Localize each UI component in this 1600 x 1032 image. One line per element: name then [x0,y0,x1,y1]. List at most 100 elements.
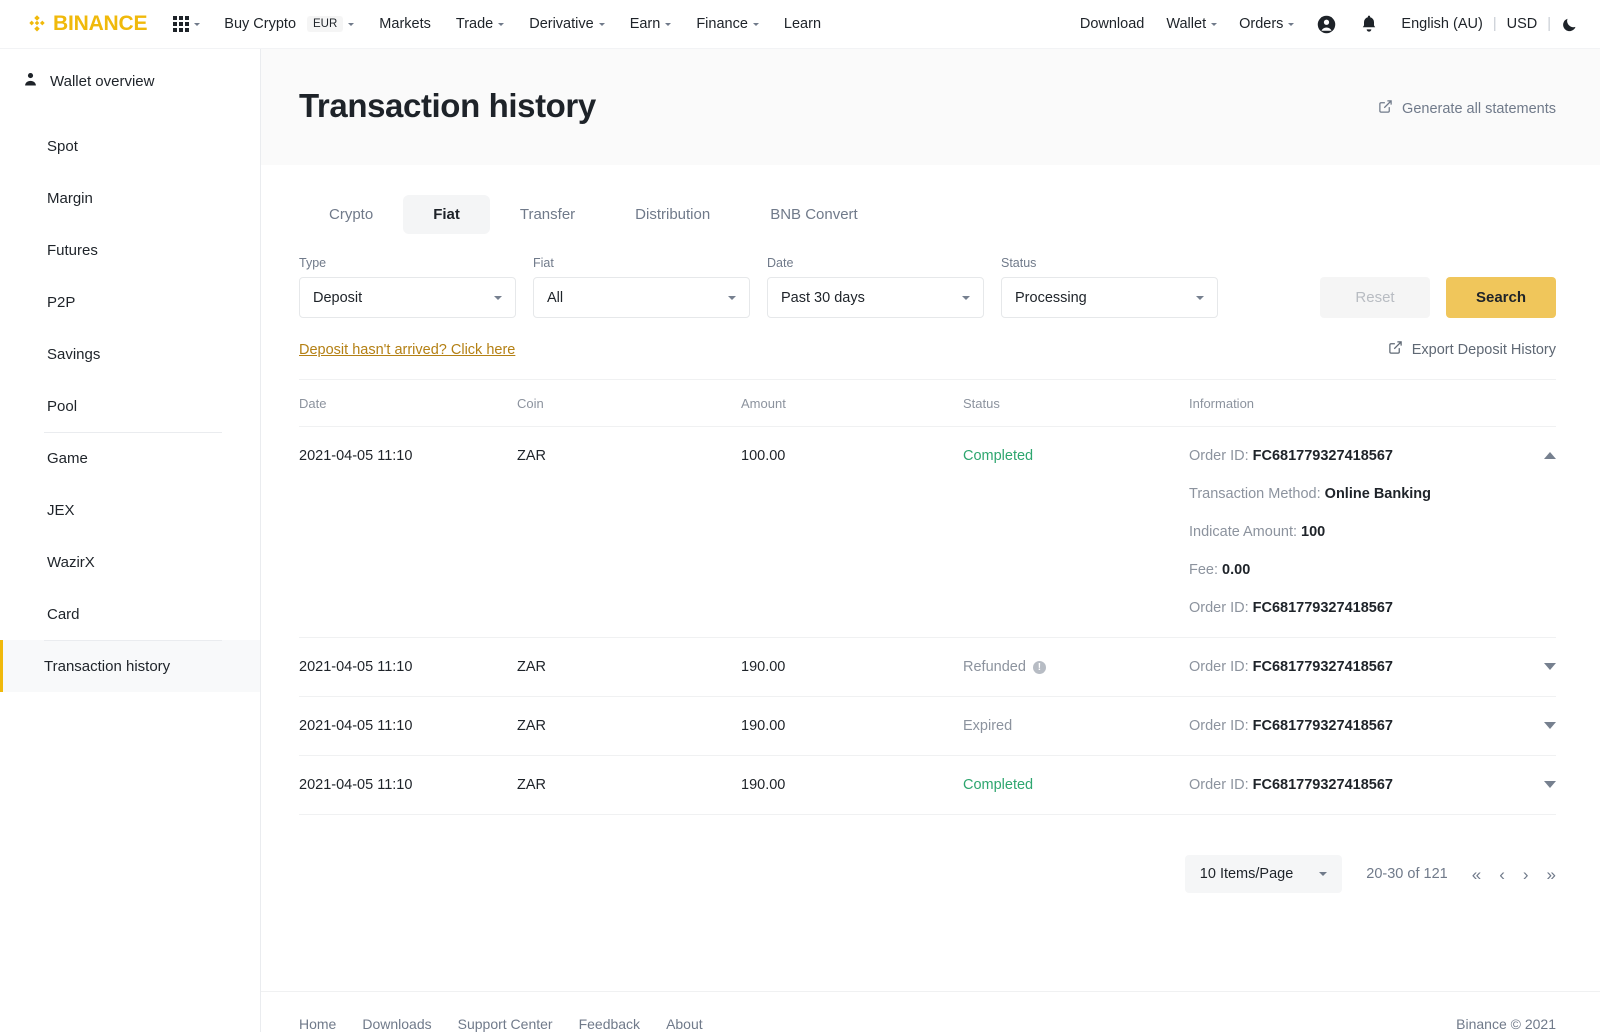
page-arrows: « ‹ › » [1472,866,1556,883]
nav-label: Earn [629,16,661,32]
cell-toggle[interactable] [1522,659,1556,670]
date-select[interactable]: Past 30 days [767,277,984,318]
cell-information: Order ID: FC681779327418567 Transaction … [1189,448,1522,616]
filter-label: Type [299,256,327,270]
footer-link-downloads[interactable]: Downloads [362,1016,432,1032]
column-header-amount: Amount [741,396,786,411]
export-deposit-history-button[interactable]: Export Deposit History [1388,340,1556,359]
chevron-up-icon[interactable] [1544,452,1556,459]
sidebar-item-label: Game [47,449,88,467]
sidebar-item-pool[interactable]: Pool [0,380,260,432]
notification-bell-icon[interactable] [1359,14,1379,34]
nav-item-learn[interactable]: Learn [784,16,821,32]
tab-transfer[interactable]: Transfer [490,195,605,234]
page-size-select[interactable]: 10 Items/Page [1184,855,1343,893]
table-row[interactable]: 2021-04-05 11:10 ZAR 190.00 Expired Orde… [299,697,1556,756]
footer-link-feedback[interactable]: Feedback [578,1016,641,1032]
cell-information: Order ID: FC681779327418567 [1189,777,1522,793]
nav-item-download[interactable]: Download [1080,16,1145,32]
cell-status: Completed [963,448,1189,464]
nav-item-derivative[interactable]: Derivative [529,16,605,32]
sidebar-item-futures[interactable]: Futures [0,224,260,276]
chevron-down-icon[interactable] [1544,781,1556,788]
nav-item-orders[interactable]: Orders [1239,16,1295,32]
table-header-row: Date Coin Amount Status Information [299,379,1556,427]
sidebar-item-savings[interactable]: Savings [0,328,260,380]
prev-page-button[interactable]: ‹ [1499,864,1505,884]
sidebar-item-wazirx[interactable]: WazirX [0,536,260,588]
language-label[interactable]: English (AU) [1401,16,1483,32]
footer-link-support-center[interactable]: Support Center [457,1016,553,1032]
cell-toggle[interactable] [1522,448,1556,459]
first-page-button[interactable]: « [1471,864,1482,884]
cell-toggle[interactable] [1522,718,1556,729]
info-line: Order ID: FC681779327418567 [1189,448,1522,464]
info-label: Order ID: [1189,718,1249,734]
user-account-icon[interactable] [1316,14,1337,35]
nav-item-earn[interactable]: Earn [630,16,672,32]
sidebar-item-card[interactable]: Card [0,588,260,640]
cell-status: Completed [963,777,1189,793]
tab-fiat[interactable]: Fiat [403,195,490,234]
deposit-not-arrived-link[interactable]: Deposit hasn't arrived? Click here [299,341,516,358]
tab-crypto[interactable]: Crypto [299,195,403,234]
sidebar-item-p2p[interactable]: P2P [0,276,260,328]
chevron-down-icon [494,295,502,300]
table-row[interactable]: 2021-04-05 11:10 ZAR 190.00 Completed Or… [299,756,1556,815]
date-select-value: Past 30 days [781,289,865,306]
copyright-label: Binance © 2021 [1456,1016,1556,1032]
sidebar-item-transaction-history[interactable]: Transaction history [0,640,260,692]
type-select-value: Deposit [313,289,363,306]
table-row[interactable]: 2021-04-05 11:10 ZAR 100.00 Completed Or… [299,427,1556,638]
footer-link-home[interactable]: Home [299,1016,337,1032]
table-row[interactable]: 2021-04-05 11:10 ZAR 190.00 Refunded ! O… [299,638,1556,697]
binance-logo[interactable]: BINANCE [26,12,147,36]
cell-status: Refunded ! [963,659,1189,675]
cell-date: 2021-04-05 11:10 [299,659,413,675]
apps-menu-button[interactable] [173,16,201,32]
page-size-value: 10 Items/Page [1199,866,1294,882]
chevron-down-icon [665,22,672,26]
external-link-icon [1378,99,1393,118]
nav-label: Learn [783,16,822,32]
search-button[interactable]: Search [1446,277,1556,318]
locale-switcher[interactable]: English (AU) | USD | [1401,16,1578,33]
currency-label[interactable]: USD [1506,16,1538,32]
next-page-button[interactable]: › [1522,864,1529,884]
tab-distribution[interactable]: Distribution [605,195,740,234]
status-badge: Completed [963,777,1034,793]
nav-item-buy-crypto[interactable]: Buy Crypto EUR [224,16,355,32]
generate-all-statements-button[interactable]: Generate all statements [1378,99,1556,118]
chevron-down-icon [498,22,505,26]
chevron-down-icon[interactable] [1544,722,1556,729]
nav-item-trade[interactable]: Trade [456,16,505,32]
sidebar-item-wallet-overview[interactable]: Wallet overview [0,71,260,92]
info-label: Order ID: [1189,659,1249,675]
nav-item-markets[interactable]: Markets [379,16,431,32]
sidebar-item-spot[interactable]: Spot [0,120,260,172]
sidebar-item-game[interactable]: Game [0,432,260,484]
sidebar-item-label: Margin [47,189,93,207]
footer-link-about[interactable]: About [666,1016,703,1032]
sidebar-item-margin[interactable]: Margin [0,172,260,224]
sidebar-item-label: P2P [47,293,76,311]
sidebar-item-jex[interactable]: JEX [0,484,260,536]
tab-bnb-convert[interactable]: BNB Convert [740,195,888,234]
nav-item-finance[interactable]: Finance [696,16,759,32]
last-page-button[interactable]: » [1546,864,1556,884]
fiat-select[interactable]: All [533,277,750,318]
chevron-down-icon [728,295,736,300]
cell-toggle[interactable] [1522,777,1556,788]
status-select[interactable]: Processing [1001,277,1218,318]
nav-item-wallet[interactable]: Wallet [1166,16,1218,32]
filter-bar: Type Deposit Fiat All Date [299,256,1556,318]
reset-button[interactable]: Reset [1320,277,1430,318]
info-label: Indicate Amount: [1189,524,1298,540]
chevron-down-icon[interactable] [1544,663,1556,670]
dark-mode-moon-icon[interactable] [1561,16,1578,33]
chevron-down-icon [1288,22,1295,26]
status-label: Refunded [963,659,1026,675]
type-select[interactable]: Deposit [299,277,516,318]
info-tooltip-icon[interactable]: ! [1032,660,1046,674]
info-value: FC681779327418567 [1252,718,1393,734]
